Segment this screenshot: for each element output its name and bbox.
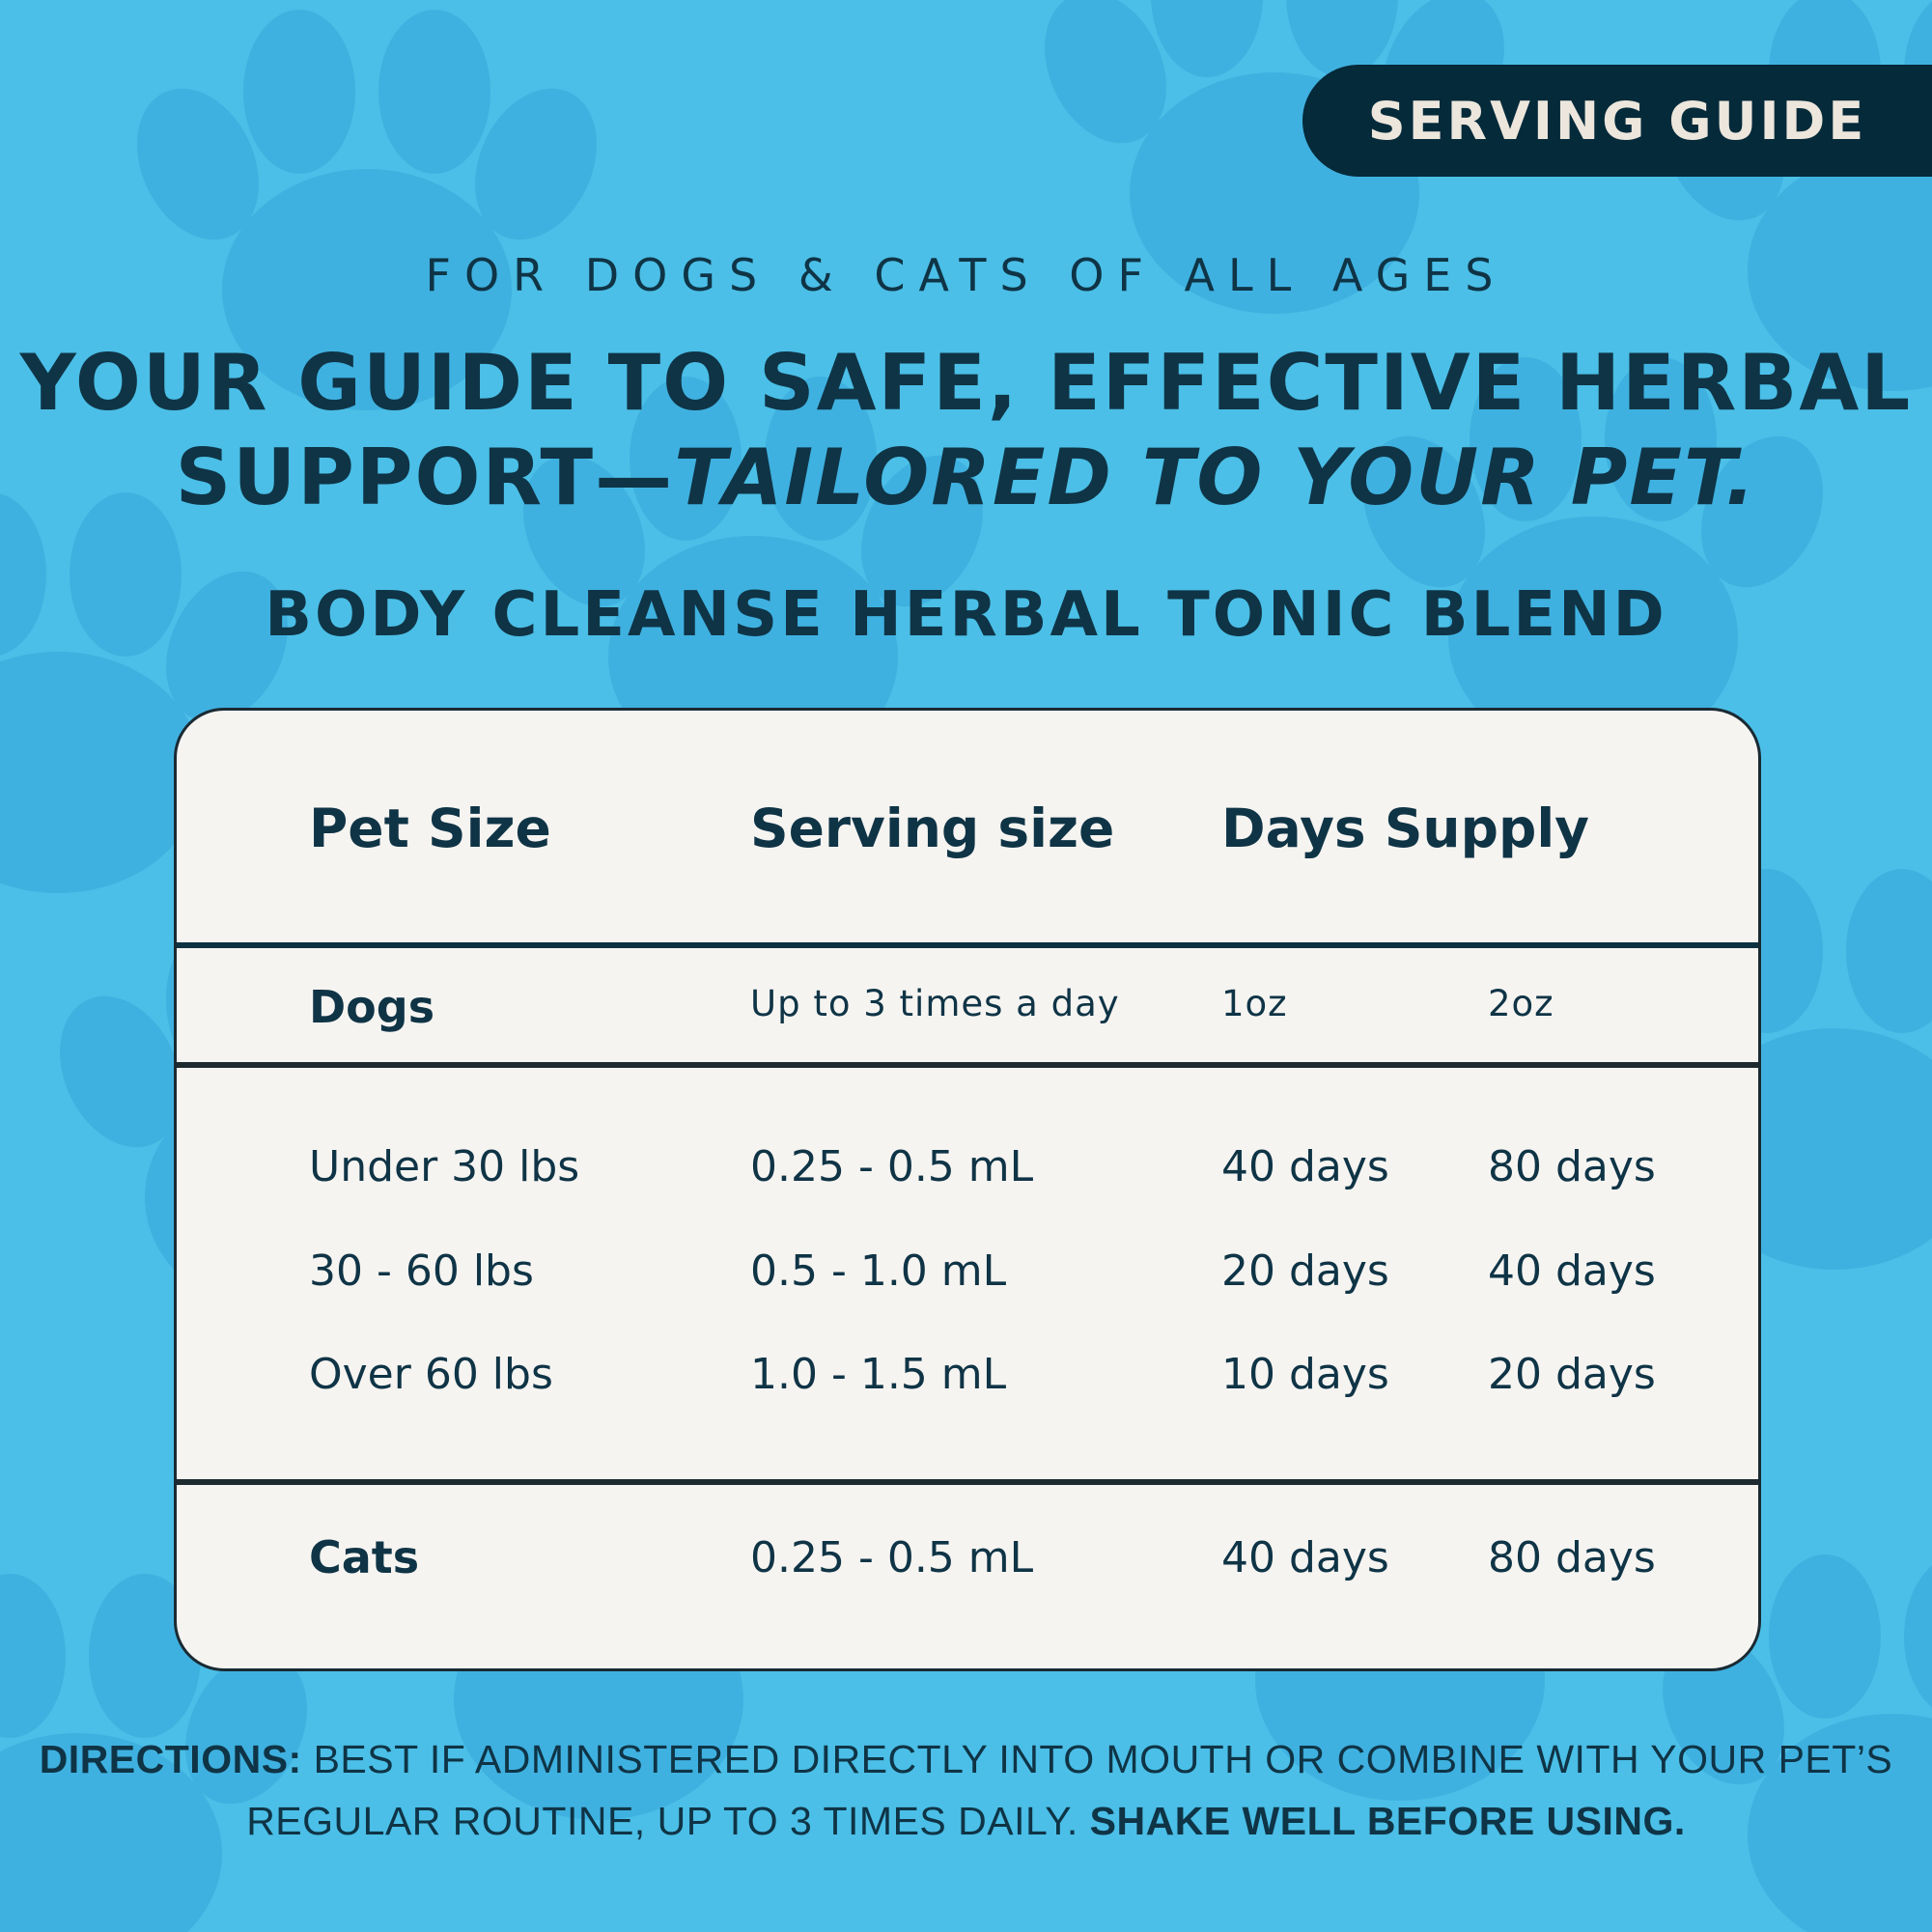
headline-line-2: SUPPORT—TAILORED TO YOUR PET.	[0, 431, 1932, 525]
row-supply-1oz: 40 days	[1221, 1142, 1389, 1191]
directions-emphasis: SHAKE WELL BEFORE USING.	[1089, 1799, 1686, 1843]
dogs-group-label: Dogs	[309, 981, 435, 1033]
cats-supply-2oz: 80 days	[1488, 1533, 1656, 1582]
row-serving: 0.5 - 1.0 mL	[750, 1246, 1007, 1296]
directions-body: BEST IF ADMINISTERED DIRECTLY INTO MOUTH…	[246, 1737, 1893, 1843]
directions-label: DIRECTIONS:	[39, 1737, 302, 1781]
dogs-frequency: Up to 3 times a day	[750, 983, 1120, 1024]
cats-supply-1oz: 40 days	[1221, 1533, 1389, 1582]
row-serving: 1.0 - 1.5 mL	[750, 1350, 1007, 1399]
headline-line-1: YOUR GUIDE TO SAFE, EFFECTIVE HERBAL	[19, 338, 1913, 428]
serving-guide-badge: SERVING GUIDE	[1302, 65, 1932, 177]
header-divider	[177, 942, 1758, 948]
row-supply-2oz: 40 days	[1488, 1246, 1656, 1296]
cats-serving: 0.25 - 0.5 mL	[750, 1533, 1034, 1582]
row-supply-1oz: 20 days	[1221, 1246, 1389, 1296]
headline-line-2-plain: SUPPORT—	[175, 433, 675, 522]
page-headline: YOUR GUIDE TO SAFE, EFFECTIVE HERBAL SUP…	[0, 336, 1932, 525]
row-supply-1oz: 10 days	[1221, 1350, 1389, 1399]
cats-divider	[177, 1479, 1758, 1485]
dogs-divider	[177, 1062, 1758, 1068]
cats-group-label: Cats	[309, 1531, 420, 1583]
product-name: BODY CLEANSE HERBAL TONIC BLEND	[265, 579, 1667, 651]
size-2oz-label: 2oz	[1488, 983, 1554, 1024]
serving-table-card: Pet Size Serving size Days Supply Dogs U…	[174, 708, 1761, 1671]
row-pet-size: Under 30 lbs	[309, 1142, 580, 1191]
header-pet-size: Pet Size	[309, 798, 551, 859]
size-1oz-label: 1oz	[1221, 983, 1288, 1024]
row-serving: 0.25 - 0.5 mL	[750, 1142, 1034, 1191]
row-pet-size: Over 60 lbs	[309, 1350, 553, 1399]
header-serving-size: Serving size	[750, 798, 1115, 859]
audience-kicker: FOR DOGS & CATS OF ALL AGES	[425, 249, 1507, 301]
directions-text: DIRECTIONS: BEST IF ADMINISTERED DIRECTL…	[0, 1728, 1932, 1852]
headline-line-2-italic: TAILORED TO YOUR PET.	[674, 433, 1757, 522]
header-days-supply: Days Supply	[1221, 798, 1590, 859]
row-supply-2oz: 80 days	[1488, 1142, 1656, 1191]
row-supply-2oz: 20 days	[1488, 1350, 1656, 1399]
row-pet-size: 30 - 60 lbs	[309, 1246, 534, 1296]
